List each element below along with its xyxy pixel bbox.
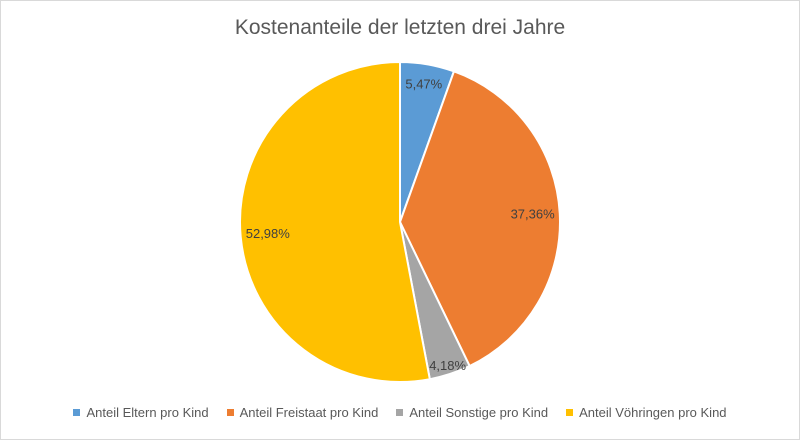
pie-data-label-sonstige: 4,18% [429, 358, 466, 373]
chart-title: Kostenanteile der letzten drei Jahre [234, 16, 566, 39]
pie-data-label-eltern: 5,47% [405, 76, 442, 91]
legend-swatch-sonstige [396, 409, 404, 416]
legend-label-sonstige: Anteil Sonstige pro Kind [409, 405, 549, 420]
pie-data-label-voehringen: 52,98% [246, 226, 291, 241]
legend-label-voehringen: Anteil Vöhringen pro Kind [579, 405, 727, 420]
legend-swatch-eltern [73, 409, 81, 416]
legend-item-voehringen: Anteil Vöhringen pro Kind [566, 405, 727, 420]
pie-slice-freistaat [398, 70, 561, 368]
legend-item-freistaat: Anteil Freistaat pro Kind [226, 405, 379, 420]
legend-swatch-freistaat [226, 409, 234, 416]
pie-slice-voehringen [239, 60, 432, 383]
legend-item-eltern: Anteil Eltern pro Kind [73, 405, 209, 420]
legend-label-freistaat: Anteil Freistaat pro Kind [239, 405, 379, 420]
legend-label-eltern: Anteil Eltern pro Kind [86, 405, 209, 420]
legend-swatch-voehringen [566, 409, 574, 416]
legend-item-sonstige: Anteil Sonstige pro Kind [396, 405, 548, 420]
pie-data-label-freistaat: 37,36% [511, 206, 556, 221]
legend: Anteil Eltern pro Kind Anteil Freistaat … [0, 405, 800, 420]
